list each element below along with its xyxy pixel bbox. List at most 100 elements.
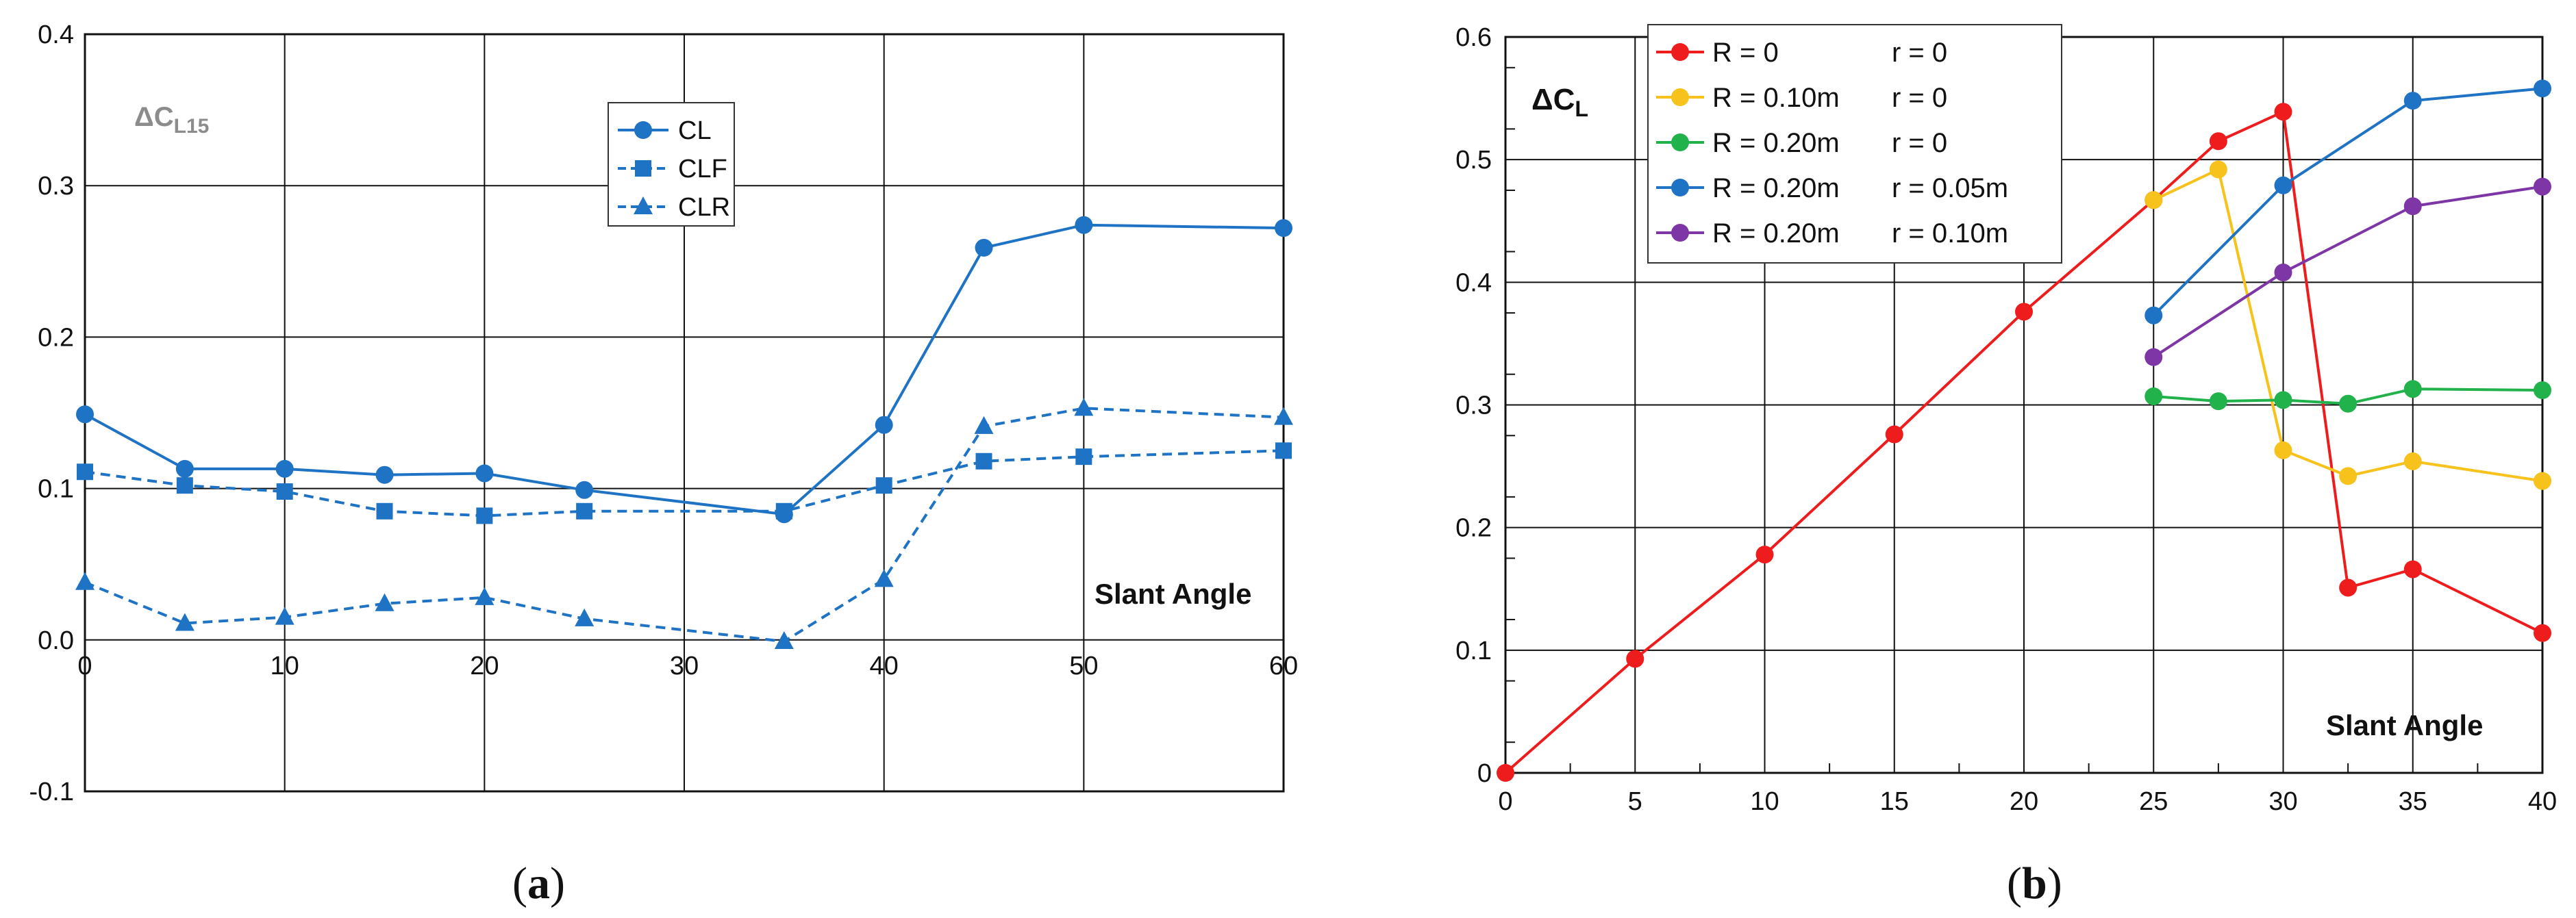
chart-a-point-clf: [875, 477, 892, 494]
chart-a-y-tick-label: 0.0: [38, 626, 74, 655]
chart-a-point-clf: [476, 507, 493, 524]
chart-b-legend-marker-3: [1671, 179, 1689, 196]
chart-b-x-tick-label: 35: [2399, 787, 2427, 816]
chart-a-point-clr: [1074, 398, 1094, 416]
chart-a-y-axis-label: ΔCL15: [134, 102, 209, 138]
chart-b-x-tick-label: 30: [2268, 787, 2297, 816]
chart-b-y-tick-label: 0.3: [1455, 392, 1492, 420]
chart-b-y-tick-label: 0: [1477, 759, 1492, 788]
chart-b-point-series-2: [2339, 394, 2358, 413]
chart-a-point-cl: [275, 459, 294, 478]
chart-b-point-series-1: [2403, 452, 2422, 470]
chart-b-series: [1497, 79, 2551, 782]
chart-a-legend-label-clr: CLR: [678, 193, 730, 222]
chart-b-point-series-1: [2339, 467, 2358, 485]
chart-b-x-tick-label: 25: [2139, 787, 2168, 816]
chart-b-legend-label-r-2: r = 0: [1892, 128, 1947, 158]
chart-b-point-series-0: [2274, 103, 2292, 121]
chart-b-legend-label-R-2: R = 0.20m: [1712, 128, 1840, 158]
chart-a-legend: CL CLF CLR: [608, 102, 735, 227]
chart-a-y-tick-label: 0.3: [38, 172, 74, 201]
chart-b-legend-label-R-0: R = 0: [1712, 38, 1779, 68]
chart-a-x-tick-label: 10: [271, 652, 299, 680]
chart-b-point-series-0: [2015, 303, 2033, 321]
chart-b-point-series-0: [1755, 546, 1774, 564]
chart-b-point-series-3: [2534, 79, 2551, 98]
chart-b-point-series-2: [2403, 380, 2422, 398]
chart-b-x-tick-label: 15: [1880, 787, 1909, 816]
chart-b-point-series-4: [2144, 348, 2163, 366]
chart-a-point-clr: [1274, 407, 1293, 425]
chart-a-tick-labels: 0 10 20 30 40 50 60 -0.1 0.0 0.1 0.2 0.3 0.4: [29, 21, 1299, 806]
chart-b-legend-box: [1647, 24, 2062, 264]
chart-b-point-series-3: [2274, 176, 2292, 194]
chart-b-series-line-4: [2153, 185, 2543, 359]
chart-b-y-tick-label: 0.6: [1455, 23, 1492, 52]
chart-a-y-tick-label: 0.1: [38, 475, 74, 504]
chart-a-point-cl: [575, 481, 594, 499]
chart-a-point-clr: [75, 572, 95, 590]
chart-b-y-tick-label: 0.2: [1455, 514, 1492, 543]
chart-b-point-series-0: [2209, 132, 2227, 151]
chart-b-point-series-0: [1497, 764, 1514, 782]
chart-b-series-line-2: [2153, 387, 2543, 405]
chart-b-point-series-0: [1885, 425, 1903, 444]
chart-b-point-series-2: [2144, 387, 2163, 405]
chart-a-point-clf: [276, 483, 293, 500]
chart-a-point-cl: [1075, 216, 1093, 234]
chart-b-point-series-2: [2274, 391, 2292, 409]
chart-b-legend-label-r-0: r = 0: [1892, 38, 1947, 68]
chart-b-point-series-1: [2144, 191, 2163, 209]
chart-b-point-series-4: [2534, 177, 2551, 196]
chart-b-point-series-1: [2209, 160, 2227, 179]
chart-a-legend-marker-cl: [634, 121, 652, 139]
chart-b-point-series-2: [2534, 381, 2551, 399]
chart-a-legend-marker-clr: [634, 196, 653, 214]
chart-b-series-line-3: [2152, 87, 2543, 317]
chart-b-annotation: Slant Angle: [2326, 709, 2483, 741]
chart-a-point-clr: [874, 569, 894, 587]
chart-b-point-series-0: [1626, 650, 1645, 668]
chart-b-legend-marker-0: [1671, 43, 1689, 61]
chart-a-point-clf: [1075, 448, 1092, 466]
chart-b-x-tick-label: 10: [1750, 787, 1779, 816]
chart-a-y-tick-label: -0.1: [29, 778, 74, 806]
chart-a-point-clr: [475, 587, 495, 605]
chart-a-point-clr: [774, 631, 794, 650]
chart-b-point-series-3: [2403, 92, 2422, 110]
chart-b-legend-marker-1: [1671, 88, 1689, 106]
chart-a-point-clf: [775, 502, 792, 520]
chart-a-point-clr: [275, 607, 295, 625]
chart-a-point-cl: [375, 466, 394, 484]
panel-a-label: (a): [512, 858, 565, 908]
chart-a-x-tick-label: 50: [1069, 652, 1098, 680]
chart-a-point-clr: [575, 608, 595, 626]
chart-b-y-tick-label: 0.5: [1455, 146, 1492, 175]
chart-a-point-clf: [176, 477, 193, 494]
chart-b-legend-label-r-4: r = 0.10m: [1892, 218, 2008, 248]
chart-b-point-series-1: [2274, 441, 2292, 459]
chart-a-point-clf: [1275, 442, 1292, 459]
chart-a-x-tick-label: 40: [870, 652, 899, 680]
chart-a-point-cl: [475, 464, 494, 483]
chart-panel-a: 0 10 20 30 40 50 60 -0.1 0.0 0.1 0.2 0.3 0.4 ΔCL15 S…: [29, 21, 1299, 908]
chart-b-legend-label-r-1: r = 0: [1892, 83, 1947, 113]
chart-b-point-series-4: [2403, 197, 2422, 216]
chart-a-legend-label-clf: CLF: [678, 155, 727, 183]
chart-a-point-cl: [975, 238, 993, 257]
chart-a-point-clf: [975, 452, 992, 470]
chart-a-y-tick-label: 0.4: [38, 21, 74, 49]
chart-a-legend-label-cl: CL: [678, 116, 712, 145]
chart-b-point-series-2: [2209, 392, 2227, 411]
chart-b-gridlines: [1505, 37, 2542, 773]
chart-a-series: [75, 216, 1293, 650]
chart-b-y-tick-label: 0.1: [1455, 637, 1492, 665]
chart-a-point-clr: [175, 613, 195, 631]
chart-a-point-cl: [1275, 219, 1292, 238]
chart-b-legend-marker-4: [1671, 224, 1689, 242]
chart-a-point-clr: [375, 593, 395, 611]
chart-a-point-clf: [376, 502, 393, 520]
chart-b-y-tick-label: 0.4: [1455, 268, 1492, 297]
